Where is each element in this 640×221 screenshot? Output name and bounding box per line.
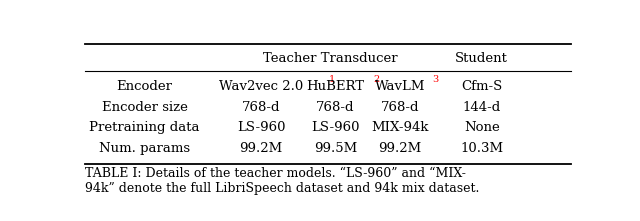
Text: 768-d: 768-d xyxy=(316,101,355,114)
Text: LS-960: LS-960 xyxy=(237,121,285,134)
Text: Student: Student xyxy=(455,51,508,65)
Text: 144-d: 144-d xyxy=(463,101,501,114)
Text: Encoder size: Encoder size xyxy=(102,101,188,114)
Text: 768-d: 768-d xyxy=(381,101,419,114)
Text: 2: 2 xyxy=(374,75,380,84)
Text: 1: 1 xyxy=(329,75,335,84)
Text: 99.2M: 99.2M xyxy=(378,142,422,155)
Text: 3: 3 xyxy=(432,75,438,84)
Text: 10.3M: 10.3M xyxy=(460,142,503,155)
Text: HuBERT: HuBERT xyxy=(307,80,364,93)
Text: Encoder: Encoder xyxy=(116,80,173,93)
Text: WavLM: WavLM xyxy=(374,80,425,93)
Text: Wav2vec 2.0: Wav2vec 2.0 xyxy=(219,80,303,93)
Text: 768-d: 768-d xyxy=(242,101,280,114)
Text: MIX-94k: MIX-94k xyxy=(371,121,429,134)
Text: 99.2M: 99.2M xyxy=(239,142,283,155)
Text: 94k” denote the full LibriSpeech dataset and 94k mix dataset.: 94k” denote the full LibriSpeech dataset… xyxy=(85,182,479,195)
Text: Num. params: Num. params xyxy=(99,142,190,155)
Text: Pretraining data: Pretraining data xyxy=(89,121,200,134)
Text: None: None xyxy=(464,121,500,134)
Text: LS-960: LS-960 xyxy=(311,121,360,134)
Text: TABLE I: Details of the teacher models. “LS-960” and “MIX-: TABLE I: Details of the teacher models. … xyxy=(85,167,466,180)
Text: Teacher Transducer: Teacher Transducer xyxy=(263,51,398,65)
Text: 99.5M: 99.5M xyxy=(314,142,357,155)
Text: Cfm-S: Cfm-S xyxy=(461,80,502,93)
